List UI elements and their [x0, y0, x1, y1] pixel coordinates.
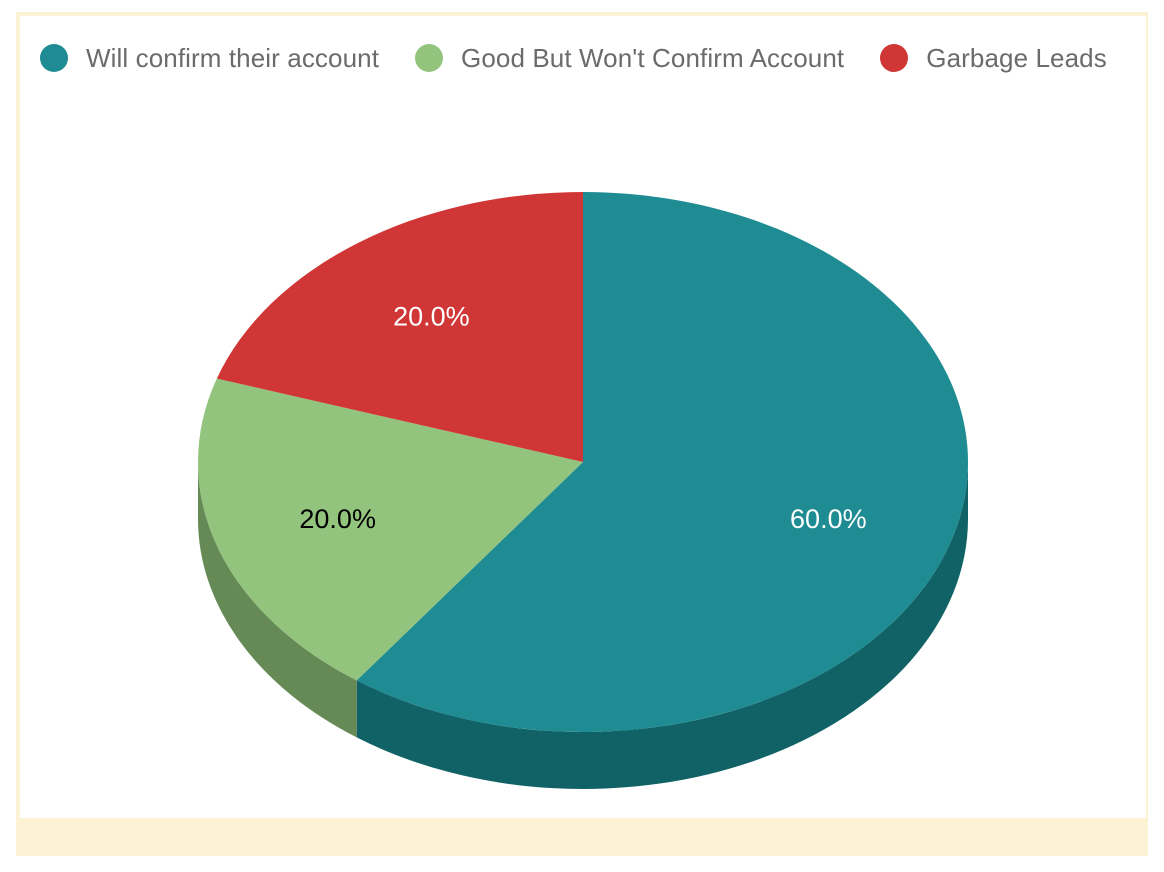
legend-item-garbage-leads[interactable]: Garbage Leads: [880, 43, 1107, 74]
pie-slices: [198, 192, 969, 732]
pie-slice-will-confirm[interactable]: [356, 192, 969, 732]
pie-label-good-no-confirm: 20.0%: [299, 504, 376, 534]
legend-label-garbage-leads: Garbage Leads: [926, 42, 1107, 73]
pie-slice-garbage-leads[interactable]: [216, 192, 583, 462]
pie-label-garbage-leads: 20.0%: [393, 302, 470, 332]
legend-swatch-garbage-leads: [880, 44, 909, 72]
pie-side-will-confirm: [356, 462, 969, 789]
pie-slice-good-no-confirm[interactable]: [198, 378, 584, 681]
pie-side-good-no-confirm: [197, 462, 357, 738]
pie-label-will-confirm: 60.0%: [790, 504, 867, 534]
pie-labels: 60.0% 20.0% 20.0%: [299, 302, 866, 534]
legend-item-will-confirm[interactable]: Will confirm their account: [40, 43, 379, 74]
legend-swatch-good-no-confirm: [415, 44, 444, 72]
chart-legend: Will confirm their account Good But Won'…: [40, 38, 1107, 78]
legend-label-good-no-confirm: Good But Won't Confirm Account: [461, 42, 845, 73]
legend-item-good-no-confirm[interactable]: Good But Won't Confirm Account: [415, 43, 844, 74]
pie-sides: [197, 462, 969, 789]
legend-swatch-will-confirm: [40, 44, 68, 72]
legend-label-will-confirm: Will confirm their account: [86, 42, 380, 73]
